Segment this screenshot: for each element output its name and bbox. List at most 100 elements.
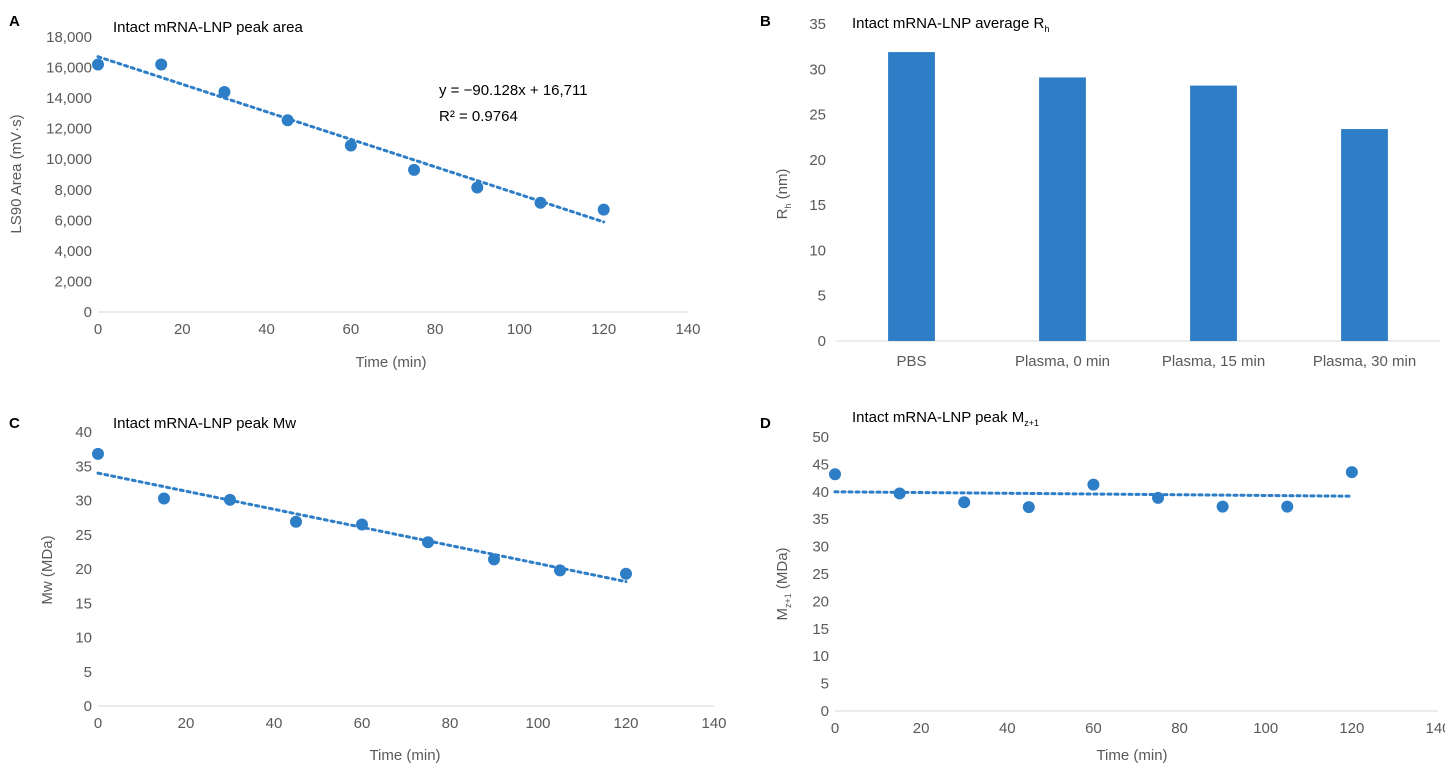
- panel-c-x-tick-label: 140: [701, 715, 726, 732]
- panel-d-x-tick-label: 120: [1339, 720, 1364, 737]
- panel-d-data-point: [893, 487, 906, 500]
- panel-b-bar: [1039, 77, 1086, 342]
- panel-a-y-tick-label: 8,000: [54, 182, 92, 199]
- panel-a-equation: y = −90.128x + 16,711: [439, 82, 588, 99]
- panel-d-x-tick-label: 80: [1171, 720, 1188, 737]
- panel-b-bar: [1190, 85, 1237, 342]
- panel-d-data-point: [829, 468, 841, 481]
- panel-d-data-point: [1281, 500, 1294, 513]
- panel-a-data-point: [92, 58, 104, 71]
- panel-c-x-tick-label: 40: [266, 715, 283, 732]
- panel-c-y-tick-label: 35: [75, 458, 92, 475]
- panel-b-letter: B: [760, 13, 771, 30]
- panel-a-chart: A Intact mRNA-LNP peak area LS90 Area (m…: [8, 13, 701, 371]
- panel-b-category-label: Plasma, 30 min: [1313, 353, 1416, 370]
- panel-b-chart: B Intact mRNA-LNP average Rh Rh (nm) 0 5 1…: [760, 13, 1440, 370]
- panel-d-data-point: [1216, 500, 1229, 513]
- panel-b-y-tick-label: 10: [809, 242, 826, 259]
- panel-b-y-tick-label: 35: [809, 16, 826, 33]
- panel-a-y-tick-label: 16,000: [46, 60, 92, 77]
- panel-c-y-tick-label: 5: [84, 664, 92, 681]
- panel-d-letter: D: [760, 415, 771, 432]
- panel-c-x-tick-label: 80: [442, 715, 459, 732]
- panel-a-y-tick-label: 4,000: [54, 243, 92, 260]
- panel-c-letter: C: [9, 415, 20, 432]
- panel-a-data-point: [408, 163, 421, 176]
- panel-d-x-tick-label: 0: [831, 720, 839, 737]
- panel-c-y-tick-label: 40: [75, 424, 92, 441]
- panel-d-y-tick-label: 40: [812, 484, 829, 501]
- panel-a-y-tick-label: 10,000: [46, 151, 92, 168]
- panel-d-y-tick-label: 10: [812, 648, 829, 665]
- panel-a-data-point: [597, 203, 610, 216]
- panel-c-data-point: [290, 515, 302, 528]
- panel-c-y-tick-label: 25: [75, 527, 92, 544]
- panel-c-data-point: [620, 567, 632, 580]
- panel-a-y-tick-label: 18,000: [46, 29, 92, 46]
- panel-d-y-tick-label: 50: [812, 429, 829, 446]
- panel-d-data-point: [1152, 491, 1165, 504]
- panel-c-chart: C Intact mRNA-LNP peak Mw Mw (MDa) Time …: [9, 415, 727, 764]
- panel-b-title: Intact mRNA-LNP average Rh: [852, 15, 1049, 34]
- panel-d-title: Intact mRNA-LNP peak Mz+1: [852, 409, 1039, 428]
- panel-b-y-tick-label: 15: [809, 197, 826, 214]
- panel-d-y-tick-label: 0: [821, 703, 829, 720]
- panel-d-y-tick-label: 30: [812, 539, 829, 556]
- panel-d-y-tick-label: 35: [812, 511, 829, 528]
- panel-c-data-point: [488, 553, 500, 566]
- panel-c-data-point: [356, 518, 368, 531]
- panel-d-y-axis-label: Mz+1 (MDa): [774, 547, 793, 620]
- panel-d-data-point: [958, 496, 971, 509]
- panel-c-data-point: [92, 447, 104, 460]
- panel-c-y-axis-label: Mw (MDa): [39, 535, 56, 604]
- panel-a-x-axis-label: Time (min): [355, 354, 426, 371]
- panel-b-y-tick-label: 0: [818, 333, 826, 350]
- panel-a-y-tick-label: 2,000: [54, 273, 92, 290]
- panel-b-category-label: Plasma, 15 min: [1162, 353, 1265, 370]
- panel-a-y-tick-label: 0: [84, 304, 92, 321]
- panel-d-chart: D Intact mRNA-LNP peak Mz+1 Mz+1 (MDa) T…: [760, 409, 1445, 764]
- panel-c-y-tick-label: 20: [75, 561, 92, 578]
- panel-a-x-tick-label: 40: [258, 321, 275, 338]
- panel-d-y-tick-label: 45: [812, 456, 829, 473]
- panel-c-x-tick-label: 20: [178, 715, 195, 732]
- panel-c-x-axis-label: Time (min): [369, 747, 440, 764]
- panel-a-y-tick-label: 6,000: [54, 212, 92, 229]
- panel-d-y-tick-label: 15: [812, 621, 829, 638]
- panel-d-y-tick-label: 5: [821, 676, 829, 693]
- panel-d-x-tick-label: 60: [1085, 720, 1102, 737]
- panel-a-x-tick-label: 0: [94, 321, 102, 338]
- panel-b-bar: [888, 52, 935, 341]
- panel-b-y-axis-label: Rh (nm): [774, 169, 793, 220]
- panel-a-data-point: [344, 139, 357, 152]
- panel-d-x-tick-label: 100: [1253, 720, 1278, 737]
- panel-a-y-tick-label: 12,000: [46, 121, 92, 138]
- panel-c-y-tick-label: 15: [75, 595, 92, 612]
- panel-d-y-tick-label: 20: [812, 593, 829, 610]
- panel-c-x-tick-label: 120: [613, 715, 638, 732]
- panel-b-y-tick-label: 5: [818, 288, 826, 305]
- panel-b-y-tick-label: 20: [809, 152, 826, 169]
- panel-b-y-tick-label: 30: [809, 61, 826, 78]
- panel-d-trendline: [833, 490, 1354, 498]
- panel-c-x-tick-label: 100: [525, 715, 550, 732]
- panel-c-data-point: [158, 492, 170, 505]
- panel-a-data-point: [471, 181, 484, 194]
- panel-c-y-tick-label: 10: [75, 630, 92, 647]
- panel-c-x-tick-label: 0: [94, 715, 102, 732]
- panel-b-bar: [1341, 129, 1388, 341]
- panel-c-x-tick-label: 60: [354, 715, 371, 732]
- panel-a-y-tick-label: 14,000: [46, 90, 92, 107]
- panel-a-y-axis-label: LS90 Area (mV·s): [8, 114, 25, 233]
- panel-c-data-point: [422, 536, 434, 549]
- panel-a-data-point: [155, 58, 168, 71]
- panel-a-x-tick-label: 60: [343, 321, 360, 338]
- panel-d-data-point: [1345, 466, 1358, 479]
- panel-c-y-tick-label: 30: [75, 493, 92, 510]
- panel-a-data-point: [218, 86, 231, 98]
- panel-a-trendline: [96, 55, 606, 224]
- panel-a-title: Intact mRNA-LNP peak area: [113, 19, 303, 36]
- panel-c-title: Intact mRNA-LNP peak Mw: [113, 415, 296, 432]
- panel-a-x-tick-label: 80: [427, 321, 444, 338]
- panel-d-data-point: [1022, 501, 1035, 514]
